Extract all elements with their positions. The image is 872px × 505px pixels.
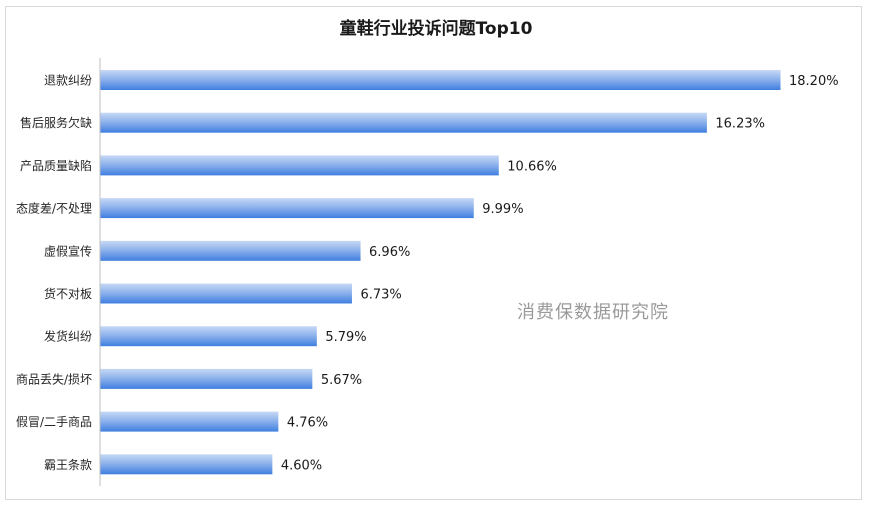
data-label: 5.67% (321, 373, 362, 388)
data-label: 9.99% (482, 202, 523, 217)
category-label: 虚假宣传 (44, 243, 92, 258)
data-label: 10.66% (507, 159, 557, 174)
category-label: 霸王条款 (44, 458, 92, 472)
bar (100, 326, 317, 347)
bar (100, 454, 273, 475)
category-label: 货不对板 (44, 286, 92, 301)
chart-title: 童鞋行业投诉问题Top10 (339, 19, 533, 39)
bar (100, 112, 707, 133)
category-label: 商品丢失/损坏 (16, 371, 92, 386)
bar (100, 155, 499, 176)
category-label: 退款纠纷 (44, 74, 92, 88)
bar (100, 240, 361, 261)
bar (100, 198, 474, 219)
data-label: 18.20% (789, 74, 839, 89)
category-label: 发货纠纷 (44, 329, 92, 344)
data-label: 5.79% (325, 330, 366, 345)
bar (100, 283, 352, 304)
category-label: 售后服务欠缺 (20, 115, 92, 130)
category-label: 产品质量缺陷 (20, 158, 92, 173)
bar (100, 411, 279, 432)
bar (100, 70, 781, 90)
data-label: 6.73% (360, 288, 401, 303)
bar (100, 368, 313, 389)
data-label: 6.96% (369, 245, 410, 260)
data-label: 4.60% (281, 458, 322, 473)
category-label: 假冒/二手商品 (16, 414, 92, 429)
data-label: 16.23% (715, 117, 765, 132)
data-label: 4.76% (287, 416, 328, 431)
category-label: 态度差/不处理 (16, 201, 92, 216)
watermark-text: 消费保数据研究院 (517, 302, 669, 323)
